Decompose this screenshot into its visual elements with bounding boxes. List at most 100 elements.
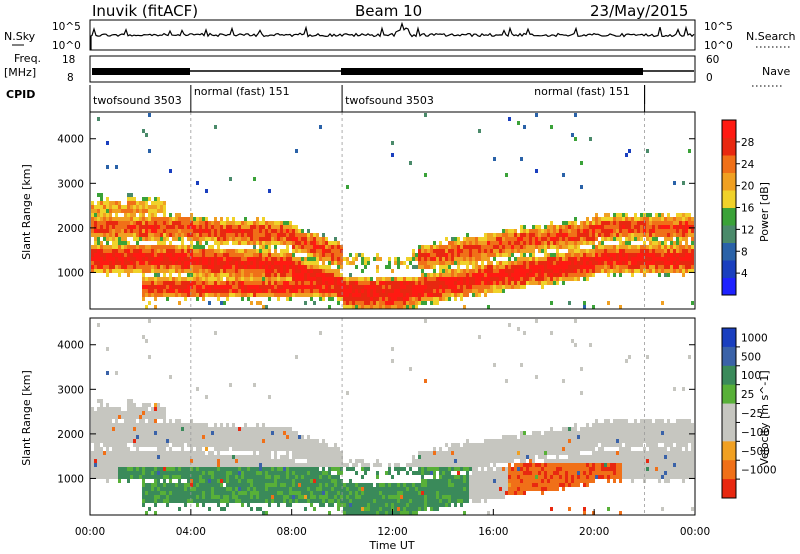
heat-cell: [328, 447, 331, 451]
heat-cell: [679, 269, 682, 273]
heat-cell: [148, 455, 151, 459]
heat-cell: [238, 435, 241, 439]
heat-cell: [151, 471, 154, 475]
heat-cell: [163, 479, 166, 483]
heat-cell: [250, 277, 253, 281]
heat-cell: [262, 285, 265, 289]
heat-cell: [298, 257, 301, 261]
heat-cell: [292, 483, 295, 487]
heat-cell: [583, 229, 586, 233]
heat-cell: [124, 241, 127, 245]
heat-cell: [235, 495, 238, 499]
heat-cell: [334, 289, 337, 293]
heat-cell: [166, 431, 169, 435]
heat-cell: [235, 225, 238, 229]
heat-cell: [166, 285, 169, 289]
heat-cell: [655, 253, 658, 257]
heat-cell: [118, 427, 121, 431]
heat-cell: [172, 475, 175, 479]
heat-cell: [244, 459, 247, 463]
heat-cell: [163, 237, 166, 241]
heat-cell: [151, 443, 154, 447]
heat-cell: [160, 201, 163, 205]
heat-cell: [109, 411, 112, 415]
heat-cell: [142, 471, 145, 475]
heat-cell: [139, 423, 142, 427]
heat-cell: [316, 253, 319, 257]
heat-cell: [100, 225, 103, 229]
heat-cell: [415, 277, 418, 281]
heat-cell: [280, 241, 283, 245]
heat-cell: [439, 277, 442, 281]
heat-cell: [256, 487, 259, 491]
heat-cell: [193, 229, 196, 233]
heat-cell: [124, 221, 127, 225]
heat-cell: [529, 261, 532, 265]
heat-cell: [139, 439, 142, 443]
heat-cell: [187, 463, 190, 467]
heat-cell: [445, 273, 448, 277]
heat-cell: [175, 249, 178, 253]
heat-cell: [295, 269, 298, 273]
heat-cell: [307, 471, 310, 475]
heat-cell: [661, 257, 664, 261]
heat-cell: [211, 455, 214, 459]
heat-cell: [400, 285, 403, 289]
heat-cell: [154, 455, 157, 459]
heat-cell: [406, 297, 409, 301]
heat-cell: [577, 261, 580, 265]
heat-cell: [289, 467, 292, 471]
heat-cell: [115, 261, 118, 265]
heat-cell: [310, 249, 313, 253]
heat-cell: [142, 261, 145, 265]
heat-cell: [616, 261, 619, 265]
heat-cell: [379, 293, 382, 297]
heat-cell: [469, 289, 472, 293]
heat-cell: [208, 483, 211, 487]
heat-cell: [157, 443, 160, 447]
heat-cell: [682, 273, 685, 277]
heat-cell: [649, 229, 652, 233]
heat-cell: [475, 261, 478, 265]
heat-cell: [661, 261, 664, 265]
heat-cell: [118, 459, 121, 463]
heat-cell: [304, 245, 307, 249]
heat-cell: [187, 225, 190, 229]
heat-cell: [556, 261, 559, 265]
heat-cell: [280, 471, 283, 475]
heat-cell: [211, 483, 214, 487]
heat-cell: [466, 289, 469, 293]
heat-cell: [139, 253, 142, 257]
heat-cell: [541, 273, 544, 277]
heat-cell: [607, 221, 610, 225]
heat-cell: [178, 285, 181, 289]
heat-cell: [115, 253, 118, 257]
heat-cell: [277, 427, 280, 431]
heat-cell: [574, 217, 577, 221]
heat-cell: [307, 467, 310, 471]
heat-cell: [130, 419, 133, 423]
heat-cell: [334, 245, 337, 249]
heat-cell: [478, 241, 481, 245]
heat-cell: [529, 273, 532, 277]
heat-cell: [139, 427, 142, 431]
heat-cell: [145, 339, 148, 343]
heat-cell: [190, 293, 193, 297]
heat-cell: [433, 265, 436, 269]
heat-cell: [106, 201, 109, 205]
heat-cell: [604, 229, 607, 233]
heat-cell: [190, 483, 193, 487]
heat-cell: [367, 467, 370, 471]
heat-cell: [277, 443, 280, 447]
heat-cell: [316, 471, 319, 475]
heat-cell: [418, 281, 421, 285]
heat-cell: [499, 233, 502, 237]
heat-cell: [637, 229, 640, 233]
heat-cell: [154, 439, 157, 443]
heat-cell: [577, 257, 580, 261]
heat-cell: [157, 447, 160, 451]
heat-cell: [271, 289, 274, 293]
heat-cell: [553, 237, 556, 241]
heat-cell: [337, 479, 340, 483]
heat-cell: [115, 205, 118, 209]
